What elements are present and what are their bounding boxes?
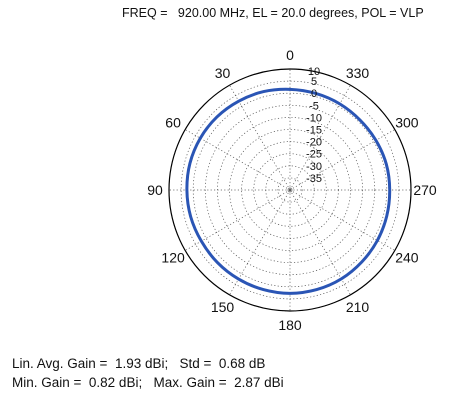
radial-tick-label: -30 <box>306 161 322 173</box>
radial-tick-label: 0 <box>311 88 317 100</box>
angle-tick-label: 300 <box>395 115 419 131</box>
radial-tick-label: -20 <box>306 137 322 149</box>
polar-frame-circle <box>168 68 412 312</box>
radial-tick-label: -35 <box>306 173 322 185</box>
radial-tick-label: -10 <box>306 112 322 124</box>
grid-ring <box>192 92 388 288</box>
angle-tick-label: 210 <box>346 299 370 315</box>
angle-tick-label: 60 <box>165 115 181 131</box>
radial-tick-label: -5 <box>309 100 319 112</box>
angle-tick-label: 150 <box>211 299 235 315</box>
angle-tick-label: 180 <box>278 317 302 333</box>
series-layer <box>185 87 392 295</box>
radial-tick-label: -25 <box>306 149 322 161</box>
angle-tick-label: 0 <box>286 47 294 63</box>
grid-ring <box>253 153 327 227</box>
radial-tick-label: 10 <box>308 66 320 78</box>
center-marker <box>287 187 293 193</box>
angle-tick-label: 30 <box>215 65 231 81</box>
angle-tick-label: 120 <box>161 250 185 266</box>
polar-frame <box>168 68 412 312</box>
grid-ring <box>229 129 351 251</box>
label-layer: 03060901201501802102402703003301050-5-10… <box>147 47 437 333</box>
radial-tick-label: -15 <box>306 125 322 137</box>
angle-tick-label: 90 <box>147 182 163 198</box>
angle-tick-label: 270 <box>413 182 437 198</box>
polar-grid <box>168 68 412 312</box>
stats-line-avg: Lin. Avg. Gain = 1.93 dBi; Std = 0.68 dB <box>12 356 266 371</box>
stats-line-minmax: Min. Gain = 0.82 dBi; Max. Gain = 2.87 d… <box>12 375 284 390</box>
series-line <box>185 87 392 295</box>
radial-tick-label: 5 <box>311 76 317 88</box>
angle-tick-label: 240 <box>395 250 419 266</box>
angle-tick-label: 330 <box>346 65 370 81</box>
grid-ring <box>204 104 376 276</box>
chart-header: FREQ = 920.00 MHz, EL = 20.0 degrees, PO… <box>122 6 424 20</box>
grid-ring <box>277 177 303 203</box>
